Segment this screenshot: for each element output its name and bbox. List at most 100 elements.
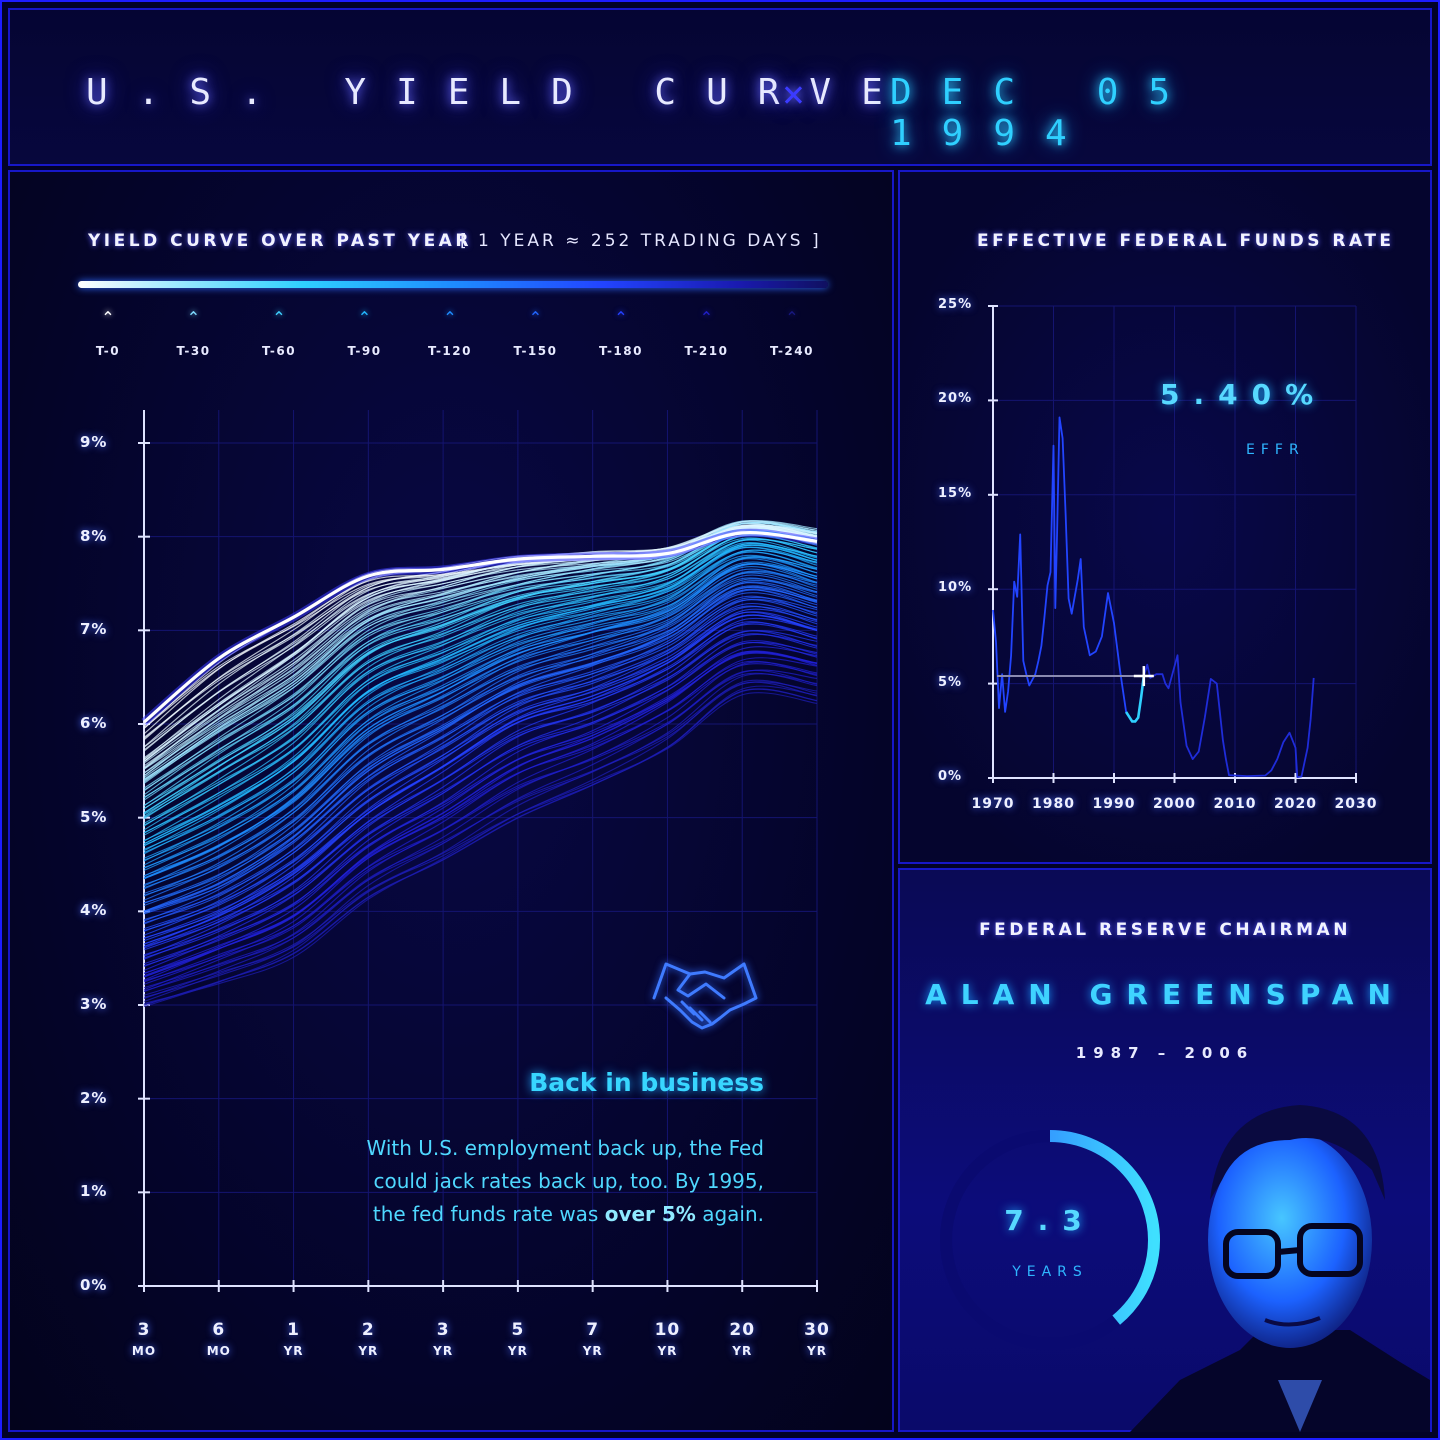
yield-curve-strand bbox=[143, 554, 818, 859]
yield-curve-strand bbox=[143, 582, 818, 904]
legend-label: T-30 bbox=[176, 344, 211, 358]
legend-label: T-180 bbox=[599, 344, 643, 358]
yield-curve-line bbox=[143, 530, 818, 814]
yield-y-tick-label: 7% bbox=[80, 620, 108, 639]
yield-curve-strand bbox=[143, 617, 818, 951]
yield-y-tick-label: 2% bbox=[80, 1088, 108, 1107]
legend-caret-icon: ⌃ bbox=[101, 308, 115, 327]
yield-x-tick-unit: YR bbox=[657, 1344, 678, 1358]
effr-y-tick-label: 10% bbox=[938, 580, 973, 596]
yield-curve-strand bbox=[143, 543, 818, 834]
effr-x-tick-label: 2030 bbox=[1334, 796, 1378, 812]
yield-curve-strand bbox=[143, 579, 818, 907]
yield-curve-strand bbox=[143, 577, 818, 895]
yield-x-tick-number: 20 bbox=[729, 1320, 756, 1340]
effr-y-tick-label: 0% bbox=[938, 769, 963, 784]
yield-curve-strand bbox=[143, 533, 818, 818]
yield-x-tick-label: 30 YR bbox=[787, 1320, 847, 1358]
yield-curve-strand bbox=[143, 657, 818, 985]
yield-curve-strand bbox=[143, 570, 818, 889]
yield-x-tick-number: 6 bbox=[212, 1320, 226, 1340]
yield-curve-strand bbox=[143, 551, 818, 851]
effr-x-tick-label: 1980 bbox=[1032, 796, 1075, 812]
legend-label: T-90 bbox=[347, 344, 382, 358]
chairman-panel-title: FEDERAL RESERVE CHAIRMAN bbox=[979, 920, 1351, 940]
yield-x-tick-label: 10 YR bbox=[637, 1320, 697, 1358]
yield-x-tick-label: 3 YR bbox=[413, 1320, 473, 1358]
yield-y-tick-label: 9% bbox=[80, 433, 108, 451]
yield-x-tick-unit: YR bbox=[507, 1344, 528, 1358]
legend-caret-icon: ⌃ bbox=[357, 308, 372, 327]
effr-y-tick-label: 20% bbox=[938, 391, 973, 407]
chairman-name: ALAN GREENSPAN bbox=[925, 978, 1405, 1011]
legend-item: ⌃ T-120 bbox=[420, 308, 480, 359]
yield-x-tick-number: 5 bbox=[511, 1320, 525, 1340]
yield-x-tick-unit: YR bbox=[283, 1344, 304, 1358]
yield-curve-strand bbox=[143, 588, 818, 915]
yield-curve-strand bbox=[143, 558, 818, 869]
yield-curve-strand bbox=[143, 663, 818, 982]
story-body-text: With U.S. employment back up, the Fed co… bbox=[366, 1136, 764, 1226]
yield-x-tick-label: 2 YR bbox=[338, 1320, 398, 1358]
yield-x-tick-unit: YR bbox=[433, 1344, 454, 1358]
yield-curve-strand bbox=[143, 561, 818, 869]
yield-curve-strand bbox=[143, 549, 818, 862]
yield-x-tick-label: 5 YR bbox=[488, 1320, 548, 1358]
tenure-value: 7.3 bbox=[1004, 1204, 1096, 1237]
yield-x-tick-number: 3 bbox=[436, 1320, 450, 1340]
yield-curve-strand bbox=[143, 568, 818, 890]
yield-x-tick-number: 10 bbox=[654, 1320, 681, 1340]
yield-x-tick-label: 20 YR bbox=[712, 1320, 772, 1358]
legend-item: ⌃ T-240 bbox=[762, 310, 822, 359]
yield-curve-strand bbox=[143, 646, 818, 977]
yield-x-tick-unit: MO bbox=[131, 1344, 157, 1358]
yield-curve-strand bbox=[143, 523, 818, 762]
yield-curve-strand bbox=[143, 539, 818, 834]
yield-curve-strand bbox=[143, 572, 818, 886]
yield-x-tick-number: 2 bbox=[361, 1320, 375, 1340]
legend-item: ⌃ T-30 bbox=[164, 308, 224, 359]
yield-curve-strand bbox=[143, 530, 818, 810]
story-body-end: again. bbox=[702, 1202, 764, 1226]
effr-x-tick-label: 2020 bbox=[1274, 796, 1317, 812]
legend-label: T-150 bbox=[513, 344, 558, 358]
legend-item: ⌃ T-0 bbox=[78, 308, 138, 359]
yield-curve-strand bbox=[143, 681, 818, 996]
legend-item: ⌃ T-90 bbox=[335, 308, 395, 359]
legend-caret-icon: ⌃ bbox=[272, 308, 286, 327]
story-heading: Back in business bbox=[529, 1068, 764, 1097]
yield-curve-line bbox=[143, 563, 818, 880]
effr-y-tick-label: 15% bbox=[938, 485, 973, 501]
legend-item: ⌃ T-60 bbox=[249, 308, 309, 359]
effr-gridlines bbox=[992, 305, 1357, 779]
legend-label: T-240 bbox=[770, 344, 814, 358]
yield-x-tick-number: 3 bbox=[137, 1320, 151, 1340]
yield-curve-strand bbox=[143, 549, 818, 854]
legend-label: T-0 bbox=[95, 344, 121, 358]
yield-curve-line bbox=[143, 544, 818, 847]
legend-label: T-120 bbox=[428, 344, 472, 358]
yield-curve-strand bbox=[143, 534, 818, 815]
legend-label: T-60 bbox=[261, 344, 297, 358]
effr-line bbox=[992, 416, 1145, 723]
legend-caret-icon: ⌃ bbox=[186, 308, 201, 327]
legend-label: T-210 bbox=[684, 344, 729, 358]
yield-curve-current bbox=[142, 531, 818, 724]
yield-curve-line bbox=[143, 651, 818, 978]
header-panel bbox=[8, 8, 1432, 166]
yield-curve-strand bbox=[143, 585, 818, 904]
legend-caret-icon: ⌃ bbox=[528, 308, 543, 327]
yield-curve-line bbox=[143, 614, 818, 945]
yield-curve-strand bbox=[143, 595, 818, 925]
legend-item: ⌃ T-150 bbox=[506, 308, 566, 359]
yield-x-tick-number: 30 bbox=[804, 1320, 830, 1340]
yield-curve-strand bbox=[143, 614, 818, 939]
legend-caret-icon: ⌃ bbox=[699, 308, 714, 327]
effr-value: 5.40% bbox=[1160, 378, 1328, 411]
effr-x-tick-label: 2010 bbox=[1213, 796, 1257, 812]
legend-caret-icon: ⌃ bbox=[443, 308, 457, 327]
yield-panel-title: YIELD CURVE OVER PAST YEAR bbox=[88, 231, 472, 251]
effr-y-tick-label: 5% bbox=[938, 674, 963, 690]
story-body: With U.S. employment back up, the Fed co… bbox=[360, 1132, 764, 1231]
